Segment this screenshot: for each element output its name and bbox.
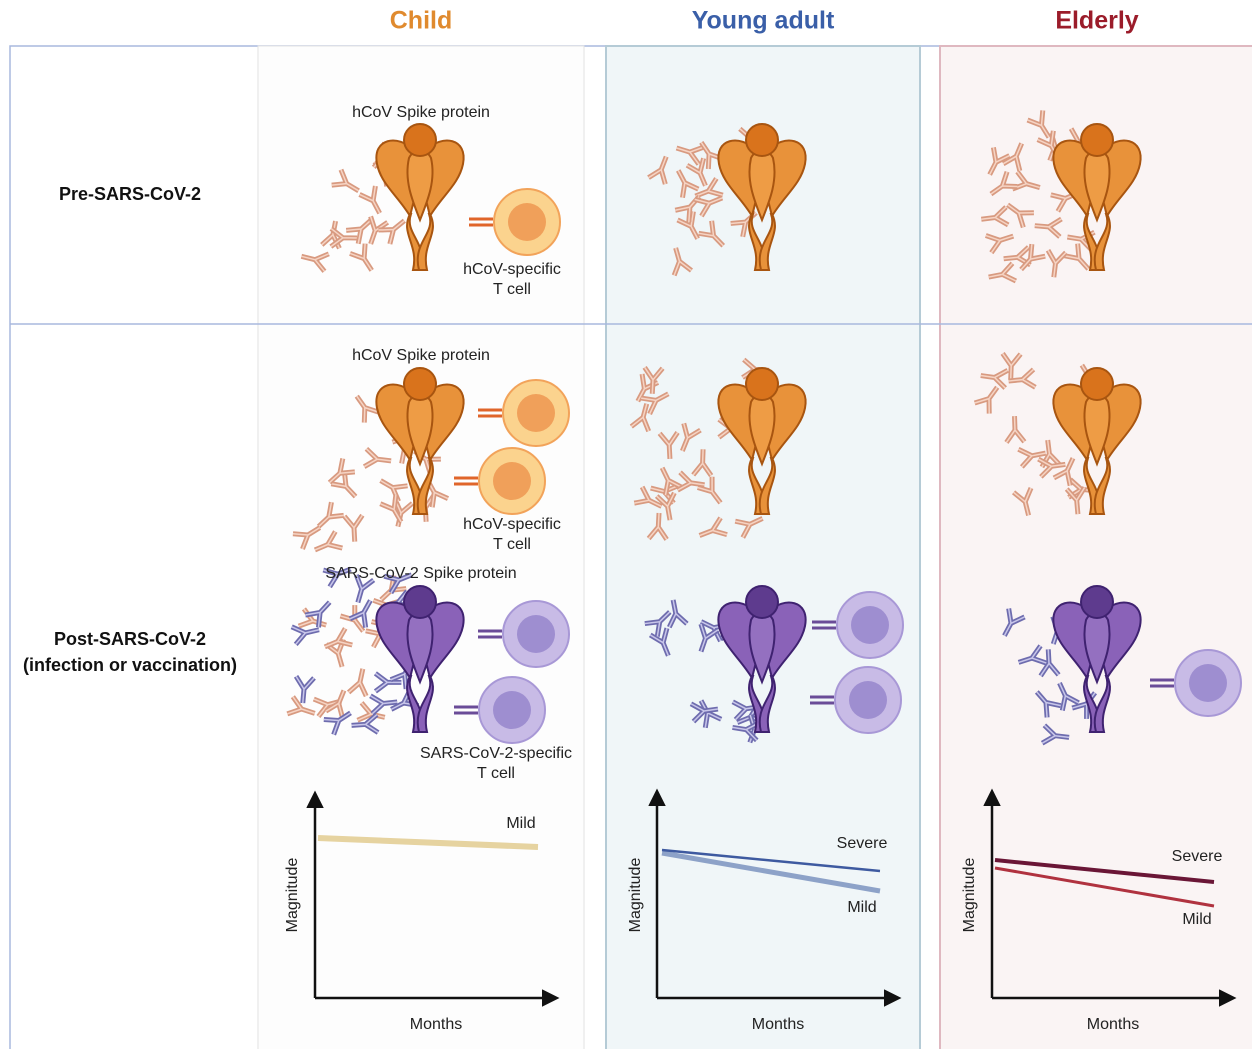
figure: Child Young adult Elderly Pre-SARS-CoV-2…: [0, 0, 1252, 1049]
line-label: Mild: [506, 815, 535, 832]
line-label: Severe: [1172, 848, 1223, 865]
label: T cell: [477, 765, 515, 782]
label: hCoV-specific: [463, 516, 561, 533]
label: hCoV-specific: [463, 261, 561, 278]
label: T cell: [493, 536, 531, 553]
label: SARS-CoV-2 Spike protein: [325, 565, 516, 582]
axis-label: Magnitude: [961, 858, 978, 933]
label: SARS-CoV-2-specific: [420, 745, 572, 762]
label: hCoV Spike protein: [352, 347, 490, 364]
row-label: Post-SARS-CoV-2: [54, 629, 206, 649]
row-label: Pre-SARS-CoV-2: [59, 184, 201, 204]
column-header: Elderly: [1055, 7, 1138, 35]
label: hCoV Spike protein: [352, 104, 490, 121]
axis-label: Months: [410, 1016, 462, 1033]
line-label: Severe: [837, 835, 888, 852]
label: T cell: [493, 281, 531, 298]
column-header: Child: [390, 7, 453, 35]
axis-label: Months: [752, 1016, 804, 1033]
line-label: Mild: [1182, 911, 1211, 928]
axis-label: Months: [1087, 1016, 1139, 1033]
axis-label: Magnitude: [627, 858, 644, 933]
axis-label: Magnitude: [284, 858, 301, 933]
line-label: Mild: [847, 899, 876, 916]
column-header: Young adult: [692, 7, 835, 35]
row-label: (infection or vaccination): [23, 655, 237, 675]
